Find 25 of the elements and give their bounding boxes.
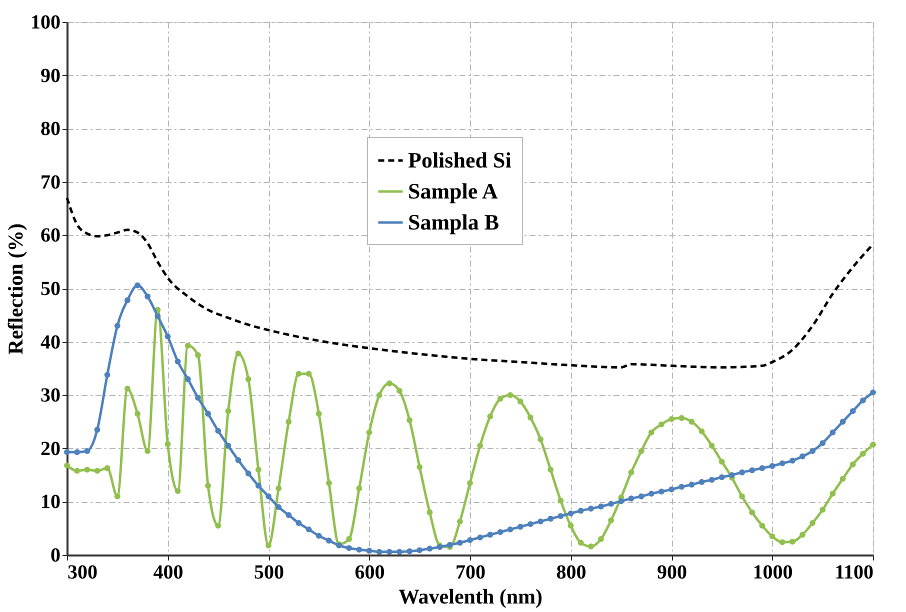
y-tick-label: 0 [50,544,60,566]
x-tick-label: 900 [657,562,687,584]
x-tick-label: 500 [254,562,284,584]
x-tick-label: 800 [556,562,586,584]
x-tick-label: 700 [456,562,486,584]
y-tick-label: 90 [40,64,60,87]
y-tick-label: 20 [40,438,60,460]
y-tick-label: 40 [40,331,60,354]
y-axis-title: Reflection (%) [4,223,28,355]
x-tick-label: 300 [68,562,98,584]
legend-label: Polished Si [408,148,512,172]
x-axis-title: Wavelenth (nm) [398,584,543,608]
y-tick-label: 10 [40,491,60,514]
y-tick-label: 60 [40,224,60,247]
x-tick-label: 1000 [752,562,793,584]
legend-label: Sampla B [408,210,500,234]
y-tick-label: 50 [40,278,60,300]
x-tick-label: 1100 [834,562,874,584]
y-tick-label: 100 [30,12,60,34]
x-tick-label: 600 [354,562,385,584]
x-tick-label: 400 [153,562,184,584]
y-tick-label: 70 [40,171,60,194]
y-tick-label: 30 [40,384,60,407]
legend-label: Sample A [408,178,498,204]
y-tick-label: 80 [40,118,60,140]
